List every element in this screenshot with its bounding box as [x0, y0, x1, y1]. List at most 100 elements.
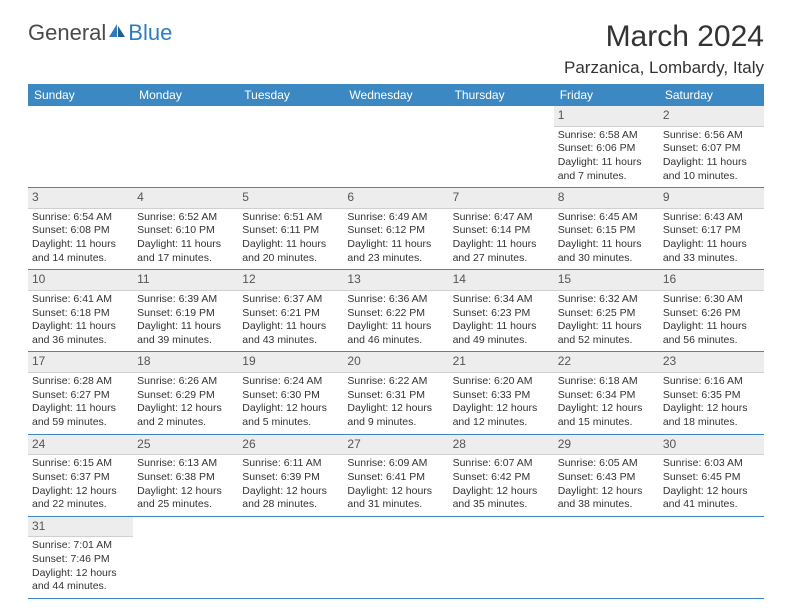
sunrise-text: Sunrise: 6:43 AM — [663, 211, 760, 225]
sunrise-text: Sunrise: 6:03 AM — [663, 457, 760, 471]
logo: General Blue — [28, 20, 172, 46]
daylight-text: Daylight: 12 hours and 35 minutes. — [453, 485, 550, 512]
daylight-text: Daylight: 11 hours and 10 minutes. — [663, 156, 760, 183]
day-details: Sunrise: 6:07 AMSunset: 6:42 PMDaylight:… — [449, 455, 554, 516]
daylight-text: Daylight: 12 hours and 12 minutes. — [453, 402, 550, 429]
day-number: 4 — [133, 188, 238, 209]
calendar-day-cell: 17Sunrise: 6:28 AMSunset: 6:27 PMDayligh… — [28, 352, 133, 434]
weekday-header-row: Sunday Monday Tuesday Wednesday Thursday… — [28, 84, 764, 106]
weekday-header: Tuesday — [238, 84, 343, 106]
day-details: Sunrise: 6:49 AMSunset: 6:12 PMDaylight:… — [343, 209, 448, 270]
day-number: 8 — [554, 188, 659, 209]
daylight-text: Daylight: 12 hours and 15 minutes. — [558, 402, 655, 429]
day-details: Sunrise: 6:37 AMSunset: 6:21 PMDaylight:… — [238, 291, 343, 352]
sunrise-text: Sunrise: 6:45 AM — [558, 211, 655, 225]
sunset-text: Sunset: 6:27 PM — [32, 389, 129, 403]
day-number: 29 — [554, 435, 659, 456]
day-details: Sunrise: 6:34 AMSunset: 6:23 PMDaylight:… — [449, 291, 554, 352]
calendar-day-cell — [133, 516, 238, 598]
day-details: Sunrise: 6:15 AMSunset: 6:37 PMDaylight:… — [28, 455, 133, 516]
day-details: Sunrise: 6:32 AMSunset: 6:25 PMDaylight:… — [554, 291, 659, 352]
day-details: Sunrise: 6:26 AMSunset: 6:29 PMDaylight:… — [133, 373, 238, 434]
daylight-text: Daylight: 11 hours and 7 minutes. — [558, 156, 655, 183]
location-subtitle: Parzanica, Lombardy, Italy — [564, 58, 764, 78]
calendar-day-cell: 7Sunrise: 6:47 AMSunset: 6:14 PMDaylight… — [449, 188, 554, 270]
calendar-day-cell: 23Sunrise: 6:16 AMSunset: 6:35 PMDayligh… — [659, 352, 764, 434]
sunset-text: Sunset: 6:34 PM — [558, 389, 655, 403]
day-details: Sunrise: 6:18 AMSunset: 6:34 PMDaylight:… — [554, 373, 659, 434]
calendar-day-cell — [238, 106, 343, 188]
day-number: 9 — [659, 188, 764, 209]
daylight-text: Daylight: 11 hours and 59 minutes. — [32, 402, 129, 429]
sunrise-text: Sunrise: 6:07 AM — [453, 457, 550, 471]
sunrise-text: Sunrise: 6:51 AM — [242, 211, 339, 225]
sunset-text: Sunset: 6:26 PM — [663, 307, 760, 321]
sunset-text: Sunset: 6:18 PM — [32, 307, 129, 321]
sunrise-text: Sunrise: 6:18 AM — [558, 375, 655, 389]
sunset-text: Sunset: 6:15 PM — [558, 224, 655, 238]
daylight-text: Daylight: 12 hours and 31 minutes. — [347, 485, 444, 512]
sunset-text: Sunset: 6:08 PM — [32, 224, 129, 238]
sunrise-text: Sunrise: 6:11 AM — [242, 457, 339, 471]
sunrise-text: Sunrise: 6:13 AM — [137, 457, 234, 471]
sunrise-text: Sunrise: 6:58 AM — [558, 129, 655, 143]
daylight-text: Daylight: 11 hours and 46 minutes. — [347, 320, 444, 347]
day-number: 22 — [554, 352, 659, 373]
day-number: 15 — [554, 270, 659, 291]
calendar-day-cell: 9Sunrise: 6:43 AMSunset: 6:17 PMDaylight… — [659, 188, 764, 270]
logo-text-1: General — [28, 20, 106, 46]
calendar-day-cell — [343, 516, 448, 598]
calendar-day-cell: 20Sunrise: 6:22 AMSunset: 6:31 PMDayligh… — [343, 352, 448, 434]
day-number: 17 — [28, 352, 133, 373]
sunrise-text: Sunrise: 7:01 AM — [32, 539, 129, 553]
daylight-text: Daylight: 11 hours and 33 minutes. — [663, 238, 760, 265]
calendar-day-cell — [659, 516, 764, 598]
weekday-header: Friday — [554, 84, 659, 106]
sunset-text: Sunset: 6:22 PM — [347, 307, 444, 321]
daylight-text: Daylight: 12 hours and 25 minutes. — [137, 485, 234, 512]
day-details: Sunrise: 6:54 AMSunset: 6:08 PMDaylight:… — [28, 209, 133, 270]
day-number: 2 — [659, 106, 764, 127]
day-number: 27 — [343, 435, 448, 456]
calendar-day-cell: 8Sunrise: 6:45 AMSunset: 6:15 PMDaylight… — [554, 188, 659, 270]
day-number: 14 — [449, 270, 554, 291]
daylight-text: Daylight: 11 hours and 23 minutes. — [347, 238, 444, 265]
sunrise-text: Sunrise: 6:15 AM — [32, 457, 129, 471]
sunset-text: Sunset: 6:45 PM — [663, 471, 760, 485]
day-details: Sunrise: 6:30 AMSunset: 6:26 PMDaylight:… — [659, 291, 764, 352]
calendar-day-cell: 10Sunrise: 6:41 AMSunset: 6:18 PMDayligh… — [28, 270, 133, 352]
sunset-text: Sunset: 6:38 PM — [137, 471, 234, 485]
day-number: 6 — [343, 188, 448, 209]
sunset-text: Sunset: 6:11 PM — [242, 224, 339, 238]
calendar-day-cell — [343, 106, 448, 188]
calendar-day-cell: 24Sunrise: 6:15 AMSunset: 6:37 PMDayligh… — [28, 434, 133, 516]
calendar-day-cell: 4Sunrise: 6:52 AMSunset: 6:10 PMDaylight… — [133, 188, 238, 270]
day-details: Sunrise: 6:13 AMSunset: 6:38 PMDaylight:… — [133, 455, 238, 516]
calendar-day-cell — [28, 106, 133, 188]
sunrise-text: Sunrise: 6:20 AM — [453, 375, 550, 389]
calendar-day-cell: 2Sunrise: 6:56 AMSunset: 6:07 PMDaylight… — [659, 106, 764, 188]
calendar-day-cell: 18Sunrise: 6:26 AMSunset: 6:29 PMDayligh… — [133, 352, 238, 434]
sunrise-text: Sunrise: 6:34 AM — [453, 293, 550, 307]
day-number: 20 — [343, 352, 448, 373]
sunrise-text: Sunrise: 6:05 AM — [558, 457, 655, 471]
daylight-text: Daylight: 12 hours and 44 minutes. — [32, 567, 129, 594]
daylight-text: Daylight: 12 hours and 22 minutes. — [32, 485, 129, 512]
sunrise-text: Sunrise: 6:41 AM — [32, 293, 129, 307]
sunrise-text: Sunrise: 6:24 AM — [242, 375, 339, 389]
weekday-header: Wednesday — [343, 84, 448, 106]
sunset-text: Sunset: 6:12 PM — [347, 224, 444, 238]
weekday-header: Saturday — [659, 84, 764, 106]
daylight-text: Daylight: 11 hours and 49 minutes. — [453, 320, 550, 347]
calendar-day-cell: 11Sunrise: 6:39 AMSunset: 6:19 PMDayligh… — [133, 270, 238, 352]
calendar-table: Sunday Monday Tuesday Wednesday Thursday… — [28, 84, 764, 599]
sunset-text: Sunset: 6:29 PM — [137, 389, 234, 403]
sunset-text: Sunset: 7:46 PM — [32, 553, 129, 567]
day-details: Sunrise: 6:20 AMSunset: 6:33 PMDaylight:… — [449, 373, 554, 434]
day-details: Sunrise: 6:51 AMSunset: 6:11 PMDaylight:… — [238, 209, 343, 270]
day-details: Sunrise: 6:58 AMSunset: 6:06 PMDaylight:… — [554, 127, 659, 188]
daylight-text: Daylight: 12 hours and 5 minutes. — [242, 402, 339, 429]
day-details: Sunrise: 6:09 AMSunset: 6:41 PMDaylight:… — [343, 455, 448, 516]
sunset-text: Sunset: 6:14 PM — [453, 224, 550, 238]
day-number: 12 — [238, 270, 343, 291]
